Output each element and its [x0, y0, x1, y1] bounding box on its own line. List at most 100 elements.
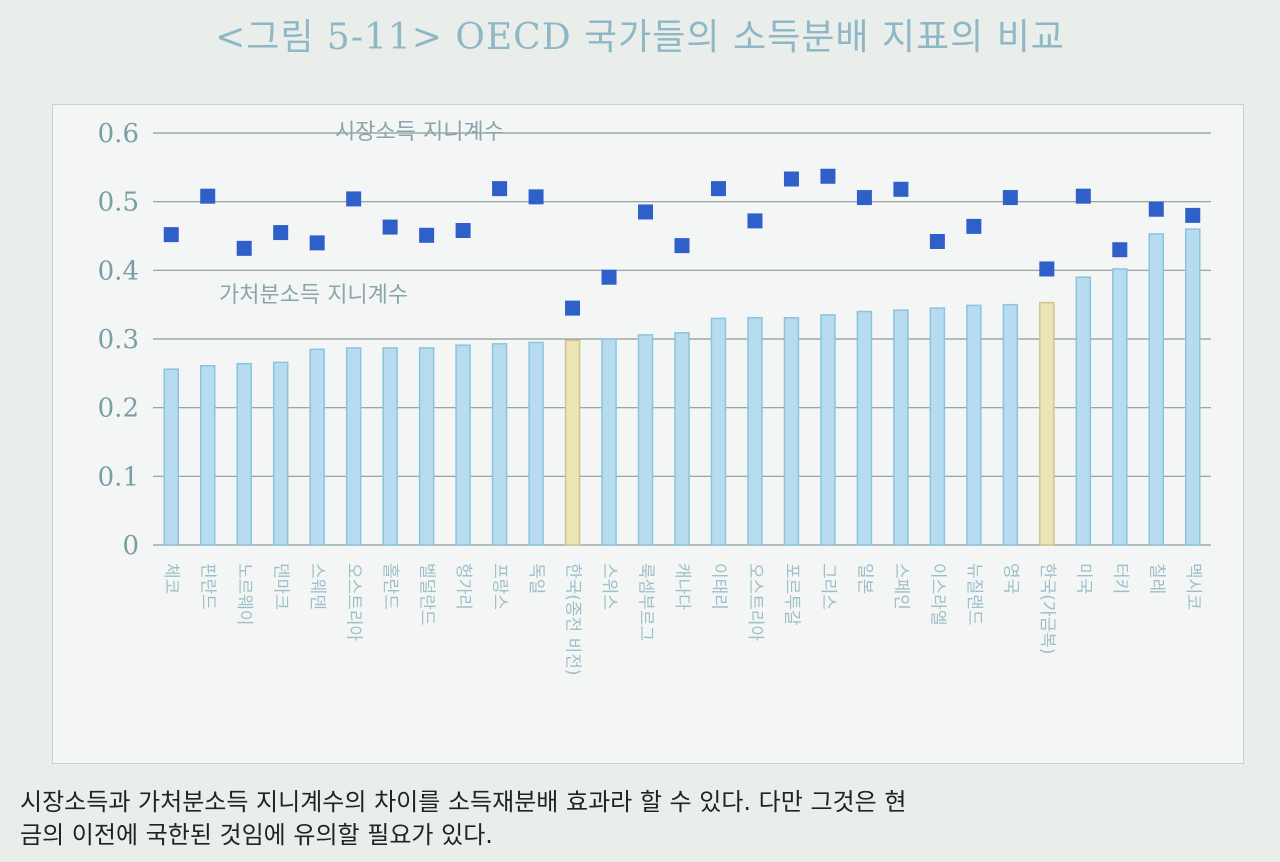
disposable-income-bar — [893, 309, 909, 546]
disposable-income-bar — [382, 347, 398, 546]
market-income-marker — [163, 227, 179, 243]
market-income-marker — [820, 168, 836, 184]
y-tick-label: 0.3 — [98, 325, 139, 355]
market-income-marker — [346, 191, 362, 207]
x-tick-label: 스페인 — [891, 563, 911, 610]
x-tick-label: 일본 — [854, 563, 874, 594]
market-income-marker — [236, 240, 252, 256]
disposable-income-bar — [491, 343, 508, 546]
disposable-income-bar — [309, 348, 325, 546]
market-income-marker — [492, 181, 508, 197]
y-tick-label: 0.4 — [98, 256, 139, 286]
market-income-marker — [565, 300, 581, 316]
market-income-marker — [419, 227, 435, 243]
caption-text: 시장소득과 가처분소득 지니계수의 차이를 소득재분배 효과라 할 수 있다. … — [20, 788, 907, 849]
disposable-income-label: 가처분소득 지니계수 — [219, 283, 408, 308]
market-income-marker — [1075, 188, 1091, 204]
x-tick-label: 터키 — [1110, 563, 1130, 594]
market-income-marker — [893, 181, 909, 197]
market-income-marker — [1039, 261, 1055, 277]
x-tick-label: 오스트리아 — [344, 563, 364, 642]
market-income-marker — [638, 204, 654, 220]
disposable-income-bar — [637, 334, 654, 546]
x-tick-label: 스위스 — [599, 563, 619, 610]
market-income-marker — [966, 218, 982, 234]
disposable-income-bar — [345, 347, 362, 546]
x-tick-label: 멕시코 — [1183, 563, 1203, 610]
x-tick-label: 이태리 — [708, 563, 728, 610]
disposable-income-bar — [163, 368, 179, 546]
x-tick-label: 캐나다 — [672, 563, 692, 610]
x-tick-label: 헝가리 — [453, 563, 473, 610]
disposable-income-bar — [455, 344, 471, 546]
market-income-marker — [309, 235, 325, 251]
market-income-marker — [856, 190, 872, 206]
y-tick-label: 0.1 — [98, 462, 139, 492]
x-tick-label: 한국(가금복) — [1037, 563, 1057, 654]
disposable-income-bar — [528, 341, 544, 546]
market-income-marker — [747, 213, 763, 229]
x-tick-label: 이스라엘 — [927, 563, 947, 626]
y-tick-label: 0.5 — [98, 188, 139, 218]
disposable-income-bar — [710, 317, 727, 546]
market-income-marker — [674, 238, 690, 254]
x-tick-label: 핀란드 — [198, 563, 218, 610]
x-tick-label: 홀란드 — [380, 563, 400, 610]
disposable-income-bar — [966, 304, 982, 546]
market-income-marker — [783, 171, 799, 187]
disposable-income-bar — [1075, 276, 1092, 546]
disposable-income-bar — [820, 314, 836, 546]
y-tick-label: 0.6 — [98, 119, 139, 149]
x-tick-label: 룩셈부르그 — [636, 563, 656, 641]
x-tick-label: 독일 — [526, 563, 546, 594]
y-tick-label: 0 — [122, 531, 139, 561]
disposable-income-bar — [418, 347, 435, 546]
disposable-income-bar — [1185, 228, 1201, 546]
market-income-label: 시장소득 지니계수 — [335, 120, 504, 145]
y-tick-label: 0.2 — [98, 394, 139, 424]
market-income-marker — [929, 233, 945, 249]
disposable-income-bar — [564, 339, 581, 546]
market-income-marker — [455, 223, 471, 239]
x-tick-label: 포르투갈 — [781, 563, 801, 626]
disposable-income-bar — [783, 316, 800, 546]
disposable-income-bar — [674, 332, 690, 546]
market-income-marker — [710, 181, 726, 197]
market-income-marker — [528, 189, 544, 205]
disposable-income-bar — [601, 338, 617, 546]
market-income-marker — [601, 269, 617, 285]
x-tick-label: 칠레 — [1146, 563, 1166, 594]
disposable-income-bar — [199, 365, 216, 546]
x-tick-label: 영국 — [1000, 563, 1020, 594]
market-income-marker — [1185, 207, 1201, 223]
market-income-marker — [273, 225, 289, 241]
slide-title: <그림 5-11> OECD 국가들의 소득분배 지표의 비교 — [215, 17, 1065, 58]
x-tick-label: 노르웨이 — [234, 563, 254, 626]
x-tick-label: 프랑스 — [490, 563, 510, 610]
market-income-marker — [1112, 242, 1128, 258]
disposable-income-bar — [1148, 233, 1165, 546]
market-income-marker — [1002, 190, 1018, 206]
market-income-marker — [200, 188, 216, 204]
x-tick-label: 스웨덴 — [307, 563, 327, 610]
x-tick-label: 그리스 — [818, 563, 838, 610]
market-income-marker — [382, 219, 398, 235]
market-income-marker — [1148, 201, 1164, 217]
x-tick-label: 체코 — [161, 563, 181, 594]
chart-frame: 0 0.1 0.2 0.3 0.4 0.5 0.6 체코 핀란드 노르웨이 덴마크 스웨덴 오스트리아… — [52, 104, 1244, 764]
disposable-income-bar — [236, 362, 252, 546]
disposable-income-bar — [1112, 268, 1128, 546]
disposable-income-bar — [856, 310, 873, 546]
x-tick-label: 한국(종전 비전) — [563, 563, 583, 676]
disposable-income-bar — [747, 316, 763, 546]
x-tick-label: 미국 — [1073, 563, 1093, 594]
gini-chart: 0 0.1 0.2 0.3 0.4 0.5 0.6 체코 핀란드 노르웨이 덴마크 스웨덴 오스트리아… — [98, 119, 1211, 676]
x-tick-label: 뉴질랜드 — [964, 563, 984, 626]
disposable-income-bar — [929, 307, 946, 546]
x-tick-label: 벨덜란드 — [417, 563, 437, 626]
disposable-income-bar — [272, 361, 289, 546]
disposable-income-bar — [1039, 301, 1055, 546]
x-tick-label: 덴마크 — [271, 563, 291, 610]
x-tick-label: 오스트리아 — [745, 563, 765, 642]
disposable-income-bar — [1002, 303, 1019, 546]
